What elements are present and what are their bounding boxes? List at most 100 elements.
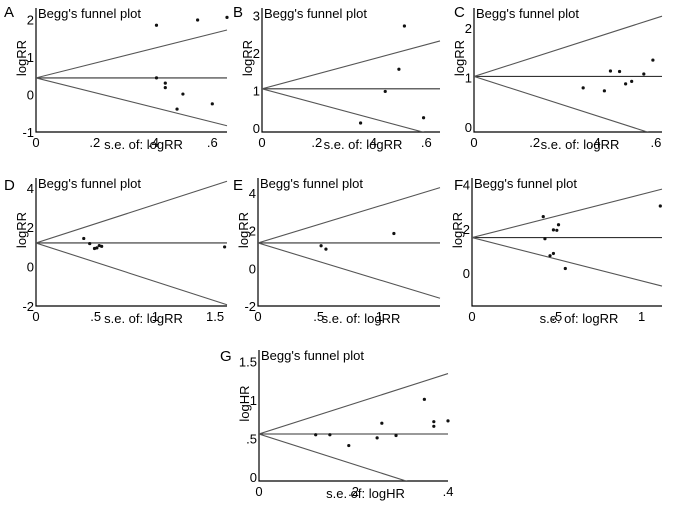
y-tick-label: 2: [463, 222, 470, 237]
x-tick-label: .5: [90, 309, 101, 324]
axes-frame: [257, 178, 440, 307]
x-tick-label: .4: [443, 484, 454, 499]
study-point: [175, 107, 179, 111]
y-axis-label: logRR: [240, 40, 255, 76]
x-axis-label: s.e. of: logRR: [104, 311, 183, 326]
y-axis-label: logRR: [450, 212, 465, 248]
study-point: [642, 72, 646, 76]
x-tick-label: 0: [470, 135, 477, 150]
lower-confidence-limit: [259, 433, 408, 481]
axes-frame: [261, 8, 440, 133]
study-point: [548, 254, 552, 258]
x-tick-label: 0: [32, 309, 39, 324]
x-axis-label: s.e. of: logHR: [326, 486, 405, 501]
panel-letter: F: [454, 177, 463, 194]
axes-frame: [258, 350, 448, 482]
panel-title: Begg's funnel plot: [261, 348, 364, 363]
study-point: [581, 86, 585, 90]
x-tick-label: .6: [651, 135, 662, 150]
y-tick-label: .5: [246, 432, 257, 447]
study-point: [422, 397, 426, 401]
y-tick-label: -2: [22, 299, 34, 314]
lower-confidence-limit: [36, 77, 228, 127]
study-point: [432, 424, 436, 428]
panel-title: Begg's funnel plot: [474, 176, 577, 191]
upper-confidence-limit: [472, 188, 663, 239]
y-axis-label: logRR: [236, 212, 251, 248]
study-point: [432, 420, 436, 424]
study-point: [225, 15, 229, 19]
funnel-panel-c: C 0 1 2 0 .2 .4 .6 logRR s.e. of: logRR Begg's fun…: [452, 4, 663, 152]
study-point: [651, 58, 655, 62]
x-tick-label: 1.5: [206, 309, 224, 324]
study-point: [394, 433, 398, 438]
x-tick-label: .2: [311, 135, 322, 150]
lower-confidence-limit: [258, 242, 441, 299]
panel-title: Begg's funnel plot: [476, 6, 579, 21]
x-axis-label: s.e. of: logRR: [324, 137, 403, 152]
study-point: [402, 24, 406, 28]
study-point: [95, 246, 99, 250]
study-point: [358, 121, 363, 125]
y-tick-label: 2: [249, 224, 256, 239]
upper-confidence-limit: [36, 180, 228, 244]
study-point: [421, 116, 426, 120]
x-tick-label: 0: [32, 135, 39, 150]
x-tick-label: .4: [148, 135, 159, 150]
y-tick-label: 4: [463, 178, 470, 193]
study-point: [319, 244, 323, 248]
panel-title: Begg's funnel plot: [38, 176, 141, 191]
x-tick-label: .5: [551, 309, 562, 324]
y-tick-label: 2: [253, 46, 260, 61]
y-tick-label: 1.5: [239, 355, 257, 370]
study-point: [88, 241, 92, 246]
study-point: [630, 79, 634, 84]
x-tick-label: .2: [89, 135, 100, 150]
panel-title: Begg's funnel plot: [38, 6, 141, 21]
panel-letter: D: [4, 177, 15, 194]
upper-confidence-limit: [258, 187, 441, 244]
y-tick-label: 1: [27, 50, 34, 65]
funnel-panel-b: B 0 1 2 3 0 .2 .4 .6 logRR s.e. of: logRR Begg's fu…: [233, 4, 441, 152]
study-point: [314, 433, 318, 437]
y-tick-label: 3: [253, 9, 260, 24]
lower-confidence-limit: [474, 75, 650, 132]
study-point: [543, 237, 547, 241]
x-axis-label: s.e. of: logRR: [322, 311, 401, 326]
y-tick-label: 2: [27, 12, 34, 27]
y-tick-label: 0: [463, 266, 470, 281]
panel-letter: E: [233, 177, 243, 194]
study-point: [392, 231, 396, 236]
y-axis-label: logRR: [14, 212, 29, 248]
x-tick-label: 1: [376, 309, 383, 324]
y-tick-label: 2: [27, 220, 34, 235]
x-axis-label: s.e. of: logRR: [104, 137, 183, 152]
study-point: [181, 92, 185, 96]
y-axis-label: logRR: [14, 40, 29, 76]
study-point: [154, 76, 159, 80]
lower-confidence-limit: [262, 88, 425, 132]
x-tick-label: .6: [421, 135, 432, 150]
study-point: [328, 433, 332, 437]
study-point: [624, 82, 628, 86]
y-tick-label: 1: [250, 393, 257, 408]
study-point: [163, 86, 167, 90]
x-tick-label: .4: [366, 135, 377, 150]
study-point: [551, 228, 556, 232]
study-point: [196, 18, 200, 22]
y-axis-label: logRR: [452, 40, 467, 76]
panel-letter: A: [4, 4, 14, 21]
y-tick-label: 4: [27, 181, 34, 196]
x-tick-label: 0: [468, 309, 475, 324]
y-tick-label: 0: [27, 87, 34, 102]
upper-confidence-limit: [36, 29, 228, 79]
study-point: [608, 69, 613, 73]
lower-confidence-limit: [36, 242, 228, 306]
panel-letter: B: [233, 4, 243, 21]
study-point: [210, 102, 214, 106]
y-tick-label: 0: [250, 470, 257, 485]
